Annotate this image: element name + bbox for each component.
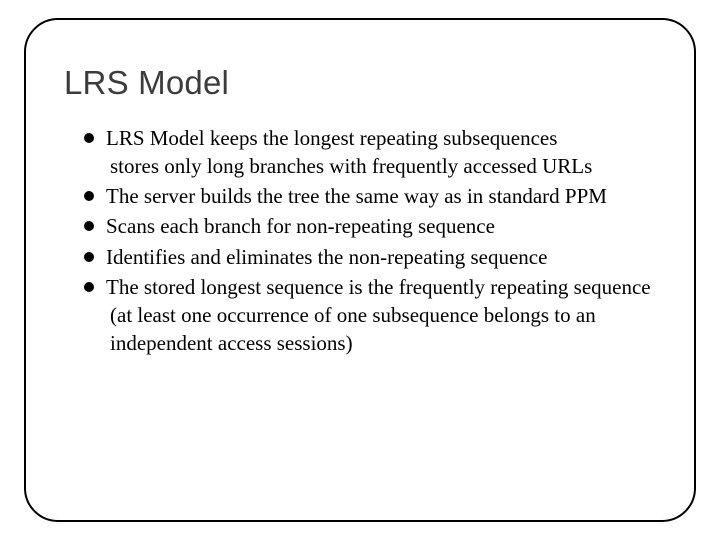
list-item: Scans each branch for non-repeating sequ…: [84, 212, 656, 240]
list-item-text: The stored longest sequence is the frequ…: [106, 275, 651, 299]
list-item-text: The server builds the tree the same way …: [106, 184, 607, 208]
slide-title: LRS Model: [64, 64, 656, 102]
slide: LRS Model LRS Model keeps the longest re…: [0, 0, 720, 540]
list-item: The server builds the tree the same way …: [84, 182, 656, 210]
list-item: Identifies and eliminates the non-repeat…: [84, 243, 656, 271]
bullet-list: LRS Model keeps the longest repeating su…: [64, 124, 656, 357]
list-item-text: Scans each branch for non-repeating sequ…: [106, 214, 495, 238]
slide-frame: LRS Model LRS Model keeps the longest re…: [24, 18, 696, 522]
list-item-text: LRS Model keeps the longest repeating su…: [106, 126, 557, 150]
list-item-continuation: (at least one occurrence of one subseque…: [106, 301, 656, 357]
list-item-continuation: stores only long branches with frequentl…: [106, 152, 656, 180]
list-item: LRS Model keeps the longest repeating su…: [84, 124, 656, 180]
list-item: The stored longest sequence is the frequ…: [84, 273, 656, 357]
list-item-text: Identifies and eliminates the non-repeat…: [106, 245, 547, 269]
